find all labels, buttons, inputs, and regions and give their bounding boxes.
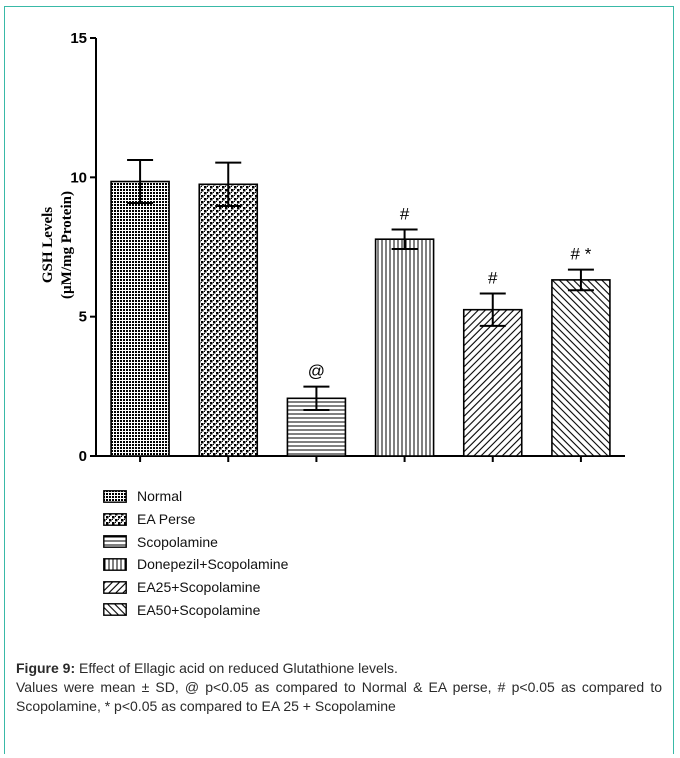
- caption-title: Figure 9:: [16, 660, 76, 676]
- bar-normal: [110, 180, 170, 457]
- legend-item: EA25+Scopolamine: [103, 576, 288, 599]
- figure-caption: Figure 9: Effect of Ellagic acid on redu…: [16, 659, 662, 716]
- bar-ea50-scopolamine: [551, 279, 611, 457]
- legend-swatch: [103, 580, 127, 594]
- y-tick-label: 10: [70, 169, 87, 186]
- legend-swatch: [103, 512, 127, 526]
- legend-swatch: [103, 603, 127, 617]
- figure-frame: [4, 6, 674, 754]
- y-tick-label: 0: [79, 448, 87, 465]
- legend-item: EA50+Scopolamine: [103, 598, 288, 621]
- legend-label: Normal: [137, 488, 183, 505]
- legend-item: Donepezil+Scopolamine: [103, 553, 288, 576]
- caption-note: Values were mean ± SD, @ p<0.05 as compa…: [16, 679, 662, 714]
- legend-label: Donepezil+Scopolamine: [137, 556, 289, 573]
- error-bar: [127, 159, 154, 204]
- y-axis-label-line2: (µM/mg Protein): [59, 191, 75, 299]
- bar-chart: GSH Levels (µM/mg Protein) 0 5 10 15 @ # # # *: [40, 30, 625, 465]
- legend-item: Scopolamine: [103, 530, 288, 553]
- error-bar: [391, 228, 418, 250]
- legend-swatch: [103, 535, 127, 549]
- error-bar: [303, 385, 330, 412]
- bars: @ # # # *: [110, 159, 611, 457]
- legend-label: EA50+Scopolamine: [137, 601, 261, 618]
- legend-swatch: [103, 489, 127, 503]
- y-tick-label: 15: [70, 30, 87, 47]
- caption-title-text: Effect of Ellagic acid on reduced Glutat…: [75, 660, 398, 676]
- legend-label: EA Perse: [137, 511, 196, 528]
- significance-marker: @: [308, 362, 325, 381]
- y-axis-label: GSH Levels (µM/mg Protein): [40, 191, 75, 299]
- legend-swatch: [103, 558, 127, 571]
- legend-label: Scopolamine: [137, 533, 218, 550]
- legend-item: Normal: [103, 485, 288, 508]
- y-tick-label: 5: [79, 309, 87, 326]
- bar-ea-perse: [198, 183, 259, 457]
- axes: 0 5 10 15: [70, 30, 625, 465]
- caption-title-line: Figure 9: Effect of Ellagic acid on redu…: [16, 659, 662, 678]
- legend-label: EA25+Scopolamine: [137, 579, 261, 596]
- significance-marker: #: [488, 269, 498, 288]
- error-bar: [479, 292, 506, 327]
- legend: Normal EA Perse Scopolamine Donepezil+Scopo…: [103, 485, 288, 621]
- legend-item: EA Perse: [103, 508, 288, 531]
- error-bar: [215, 161, 242, 208]
- bar-ea25-scopolamine: [462, 308, 523, 457]
- bar-donepezil-scopolamine: [374, 238, 435, 457]
- significance-marker: # *: [571, 245, 592, 264]
- y-axis-label-line1: GSH Levels: [40, 207, 56, 283]
- significance-marker: #: [400, 204, 410, 223]
- error-bar: [567, 268, 594, 292]
